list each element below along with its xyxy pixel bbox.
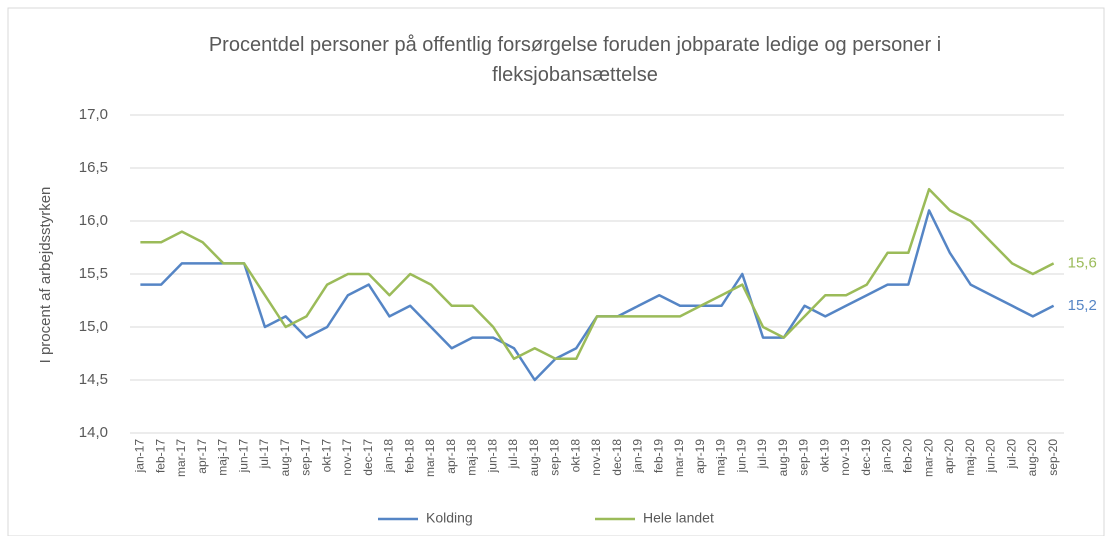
y-tick-label: 17,0 <box>79 106 108 123</box>
x-tick-label: okt-17 <box>319 439 333 473</box>
end-label: 15,6 <box>1068 254 1097 271</box>
x-tick-label: jan-20 <box>880 439 894 474</box>
x-tick-label: dec-17 <box>361 439 375 476</box>
x-tick-label: aug-18 <box>527 439 541 477</box>
x-tick-label: maj-17 <box>216 439 230 476</box>
x-tick-label: nov-18 <box>589 439 603 476</box>
x-tick-label: jun-18 <box>485 439 499 474</box>
x-tick-label: jul-17 <box>257 439 271 470</box>
x-tick-label: dec-19 <box>859 439 873 476</box>
x-tick-label: apr-20 <box>942 439 956 474</box>
x-tick-label: apr-17 <box>195 439 209 474</box>
legend-label: Kolding <box>426 510 473 526</box>
y-tick-label: 16,5 <box>79 159 108 176</box>
y-tick-label: 14,0 <box>79 424 108 441</box>
x-tick-label: feb-20 <box>901 439 915 473</box>
x-tick-label: maj-20 <box>963 439 977 476</box>
y-tick-label: 15,5 <box>79 265 108 282</box>
x-tick-label: okt-18 <box>568 439 582 473</box>
series-line <box>140 209 1055 382</box>
y-tick-label: 15,0 <box>79 318 108 335</box>
x-tick-label: jul-19 <box>755 439 769 470</box>
x-tick-label: sep-17 <box>299 439 313 476</box>
x-tick-label: sep-18 <box>548 439 562 476</box>
x-tick-label: maj-18 <box>465 439 479 476</box>
x-tick-label: apr-18 <box>444 439 458 474</box>
x-tick-label: jan-17 <box>133 439 147 474</box>
x-tick-label: feb-19 <box>651 439 665 473</box>
x-tick-label: jun-19 <box>734 439 748 474</box>
x-tick-label: aug-19 <box>776 439 790 477</box>
x-tick-label: maj-19 <box>714 439 728 476</box>
x-tick-label: feb-18 <box>402 439 416 473</box>
x-tick-label: mar-19 <box>672 439 686 477</box>
chart-title: Procentdel personer på offentlig forsørg… <box>208 34 942 86</box>
x-tick-label: jul-20 <box>1004 439 1018 470</box>
x-tick-label: jan-19 <box>631 439 645 474</box>
x-tick-label: aug-20 <box>1025 439 1039 477</box>
y-tick-label: 14,5 <box>79 371 108 388</box>
x-tick-label: mar-20 <box>921 439 935 477</box>
end-label: 15,2 <box>1068 297 1097 314</box>
x-tick-label: okt-19 <box>817 439 831 473</box>
x-tick-label: nov-19 <box>838 439 852 476</box>
x-tick-label: mar-17 <box>174 439 188 477</box>
x-tick-label: sep-20 <box>1046 439 1060 476</box>
x-tick-label: aug-17 <box>278 439 292 477</box>
x-tick-label: apr-19 <box>693 439 707 474</box>
x-tick-label: jun-17 <box>236 439 250 474</box>
legend-label: Hele landet <box>643 510 714 526</box>
x-tick-label: dec-18 <box>610 439 624 476</box>
x-tick-label: feb-17 <box>153 439 167 473</box>
x-tick-label: jun-20 <box>984 439 998 474</box>
series-line <box>140 187 1055 361</box>
y-tick-label: 16,0 <box>79 212 108 229</box>
chart-border <box>7 7 1105 536</box>
x-tick-label: sep-19 <box>797 439 811 476</box>
x-tick-label: mar-18 <box>423 439 437 477</box>
x-tick-label: jul-18 <box>506 439 520 470</box>
y-axis-label: I procent af arbejdsstyrken <box>37 187 54 364</box>
x-tick-label: nov-17 <box>340 439 354 476</box>
x-tick-label: jan-18 <box>382 439 396 474</box>
